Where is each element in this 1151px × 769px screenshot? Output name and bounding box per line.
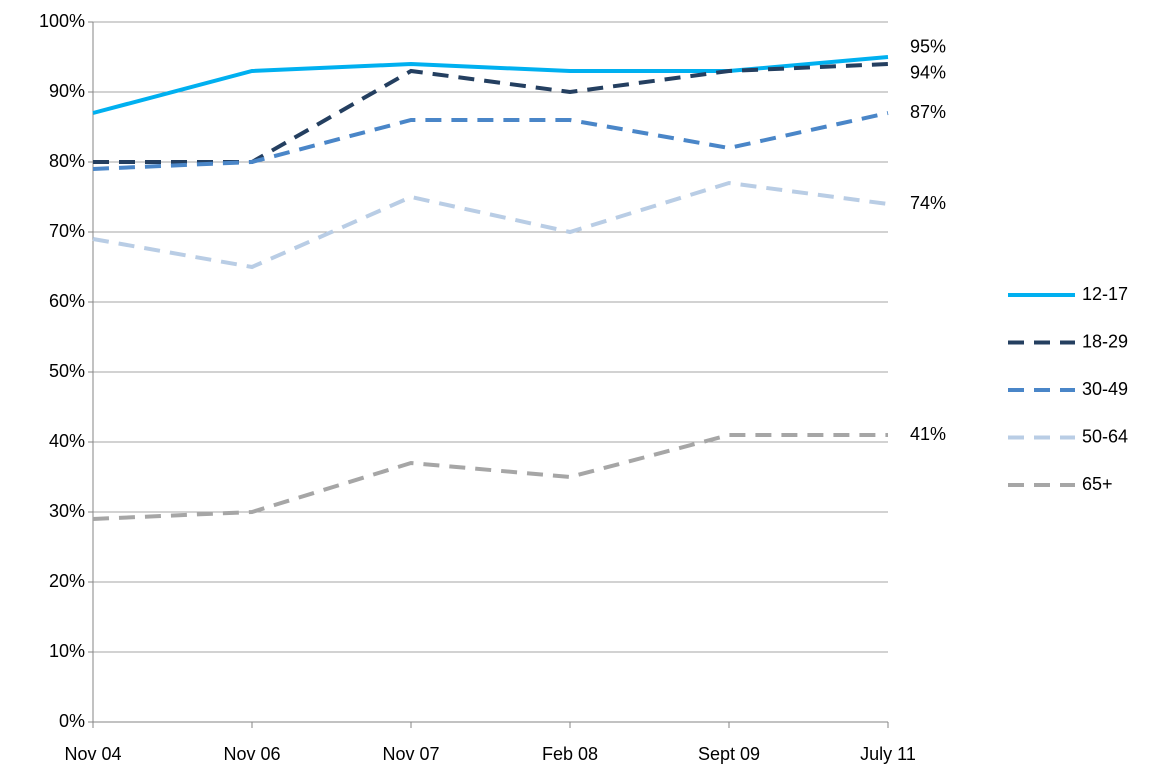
legend-label: 30-49 [1082,379,1128,399]
legend-label: 18-29 [1082,331,1128,351]
y-tick-label: 30% [49,501,85,521]
series-line [92,180,889,270]
series-line [92,55,889,115]
y-tick-label: 0% [59,711,85,731]
x-tick-label: Feb 08 [542,744,598,764]
y-tick-label: 10% [49,641,85,661]
y-tick-label: 60% [49,291,85,311]
data-label: 95% [910,36,946,56]
x-tick-label: Nov 04 [64,744,121,764]
x-tick-label: July 11 [860,744,916,764]
x-tick-label: Nov 06 [223,744,280,764]
x-tick-label: Nov 07 [382,744,439,764]
y-tick-label: 80% [49,151,85,171]
data-label: 94% [910,62,946,82]
y-tick-label: 40% [49,431,85,451]
y-tick-label: 20% [49,571,85,591]
data-label: 87% [910,102,946,122]
legend-label: 65+ [1082,474,1113,494]
series-line [92,433,888,521]
series-line [93,62,889,164]
y-tick-label: 100% [39,11,85,31]
y-tick-label: 90% [49,81,85,101]
y-tick-label: 70% [49,221,85,241]
legend-label: 50-64 [1082,426,1128,446]
x-tick-label: Sept 09 [698,744,760,764]
legend-label: 12-17 [1082,284,1128,304]
data-label: 41% [910,424,946,444]
data-label: 74% [910,193,946,213]
series-line [92,111,889,171]
y-tick-label: 50% [49,361,85,381]
